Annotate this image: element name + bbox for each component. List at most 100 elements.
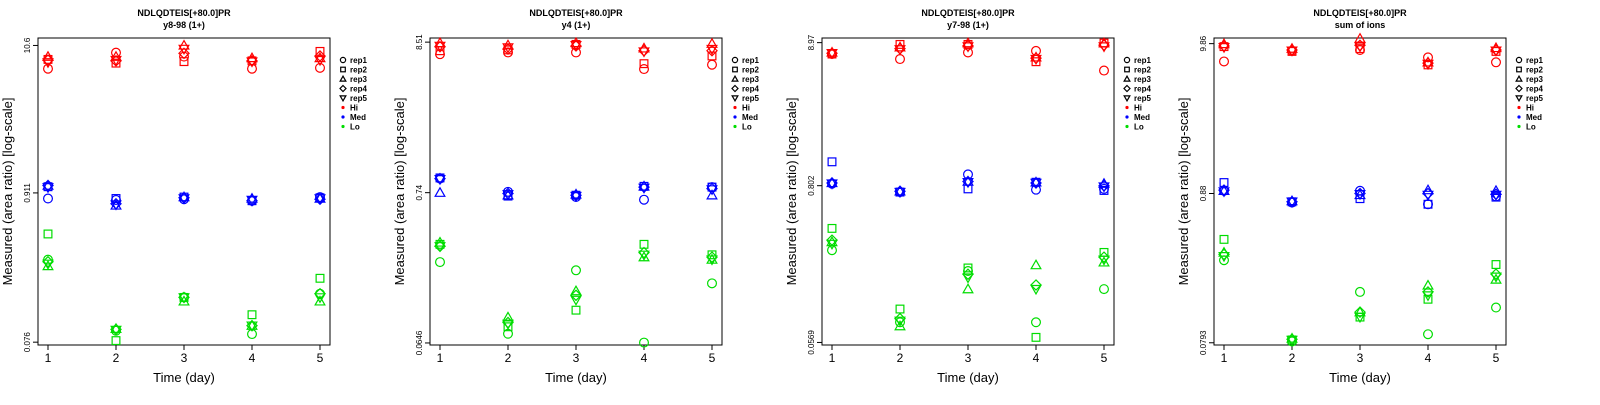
panel-2: NDLQDTEIS[+80.0]PR y4 (1+) 1 2 3 4 5 Time (day)… bbox=[392, 8, 759, 385]
x-tick-label: 4 bbox=[641, 351, 648, 365]
data-point-hi-rep4 bbox=[178, 47, 190, 60]
legend-symbol-rep5 bbox=[731, 95, 739, 103]
data-point-lo-rep2 bbox=[111, 336, 121, 346]
data-point-hi-rep5 bbox=[1098, 42, 1110, 53]
legend-label-hi: Hi bbox=[1134, 104, 1142, 113]
data-point-hi-rep2 bbox=[707, 51, 717, 61]
data-point-med-rep5 bbox=[1286, 197, 1298, 208]
data-point-lo-rep2 bbox=[707, 250, 717, 260]
data-point-lo-rep3 bbox=[1030, 259, 1042, 270]
data-point-lo-rep5 bbox=[1030, 284, 1042, 296]
x-tick-label: 4 bbox=[249, 351, 256, 365]
y-axis-label: Measured (area ratio) [log-scale] bbox=[0, 98, 15, 286]
data-point-hi-rep1 bbox=[1218, 56, 1229, 67]
data-point-lo-rep2 bbox=[571, 305, 581, 315]
legend-label-rep1: rep1 bbox=[1134, 56, 1151, 65]
data-point-lo-rep5 bbox=[178, 293, 190, 304]
y-axis-label: Measured (area ratio) [log-scale] bbox=[392, 98, 407, 286]
data-point-lo-rep2 bbox=[1031, 332, 1041, 342]
y-tick-label: 0.88 bbox=[1199, 185, 1208, 201]
data-point-hi-rep5 bbox=[1354, 42, 1366, 53]
legend-label-rep1: rep1 bbox=[1526, 56, 1543, 65]
x-tick-label: 5 bbox=[1101, 351, 1108, 365]
chart-title: NDLQDTEIS[+80.0]PR bbox=[921, 8, 1015, 18]
legend-label-rep3: rep3 bbox=[350, 75, 367, 84]
legend-label-rep1: rep1 bbox=[350, 56, 367, 65]
data-point-lo-rep5 bbox=[1354, 312, 1366, 324]
y-tick-label: 8.97 bbox=[807, 34, 816, 50]
data-point-hi-rep1 bbox=[179, 51, 190, 62]
y-tick-label: 0.802 bbox=[807, 175, 816, 196]
y-tick-label: 0.0569 bbox=[807, 330, 816, 355]
data-point-med-rep5 bbox=[638, 183, 650, 194]
data-point-hi-rep5 bbox=[1030, 54, 1042, 66]
data-point-med-rep3 bbox=[1030, 176, 1042, 187]
data-point-hi-rep5 bbox=[570, 40, 582, 52]
data-point-lo-rep5 bbox=[1422, 291, 1434, 302]
data-point-med-rep3 bbox=[1286, 194, 1298, 206]
data-point-hi-rep3 bbox=[826, 46, 838, 57]
data-point-lo-rep5 bbox=[314, 293, 326, 304]
data-point-lo-rep3 bbox=[570, 284, 582, 296]
x-tick-label: 3 bbox=[1357, 351, 1364, 365]
data-point-hi-rep5 bbox=[314, 55, 326, 67]
data-point-hi-rep1 bbox=[1099, 65, 1110, 76]
data-point-hi-rep1 bbox=[1491, 57, 1502, 68]
data-point-med-rep5 bbox=[502, 190, 514, 201]
plot-frame bbox=[821, 37, 1115, 346]
legend-dot-lo bbox=[1517, 124, 1521, 129]
data-point-hi-rep5 bbox=[962, 42, 974, 53]
data-point-lo-rep2 bbox=[503, 322, 513, 332]
data-point-lo-rep5 bbox=[42, 259, 54, 270]
legend-symbol-rep4 bbox=[731, 84, 739, 93]
data-point-hi-rep1 bbox=[315, 62, 326, 73]
data-point-med-rep3 bbox=[42, 179, 54, 190]
chart-subtitle: sum of ions bbox=[1335, 20, 1386, 30]
y-tick-label: 8.51 bbox=[415, 34, 424, 50]
legend-dot-lo bbox=[341, 124, 345, 129]
data-point-hi-rep5 bbox=[894, 45, 906, 56]
chart-title: NDLQDTEIS[+80.0]PR bbox=[137, 8, 231, 18]
data-point-lo-rep4 bbox=[314, 287, 326, 300]
x-tick-label: 3 bbox=[573, 351, 580, 365]
legend-label-med: Med bbox=[350, 113, 366, 122]
data-point-hi-rep3 bbox=[502, 39, 514, 50]
legend-dot-lo bbox=[733, 124, 737, 129]
data-point-med-rep3 bbox=[706, 189, 718, 200]
y-tick-label: 0.74 bbox=[415, 184, 424, 200]
data-point-lo-rep3 bbox=[502, 311, 514, 322]
chart-subtitle: y7-98 (1+) bbox=[947, 20, 989, 30]
data-point-hi-rep5 bbox=[502, 43, 514, 54]
legend-symbol-rep2 bbox=[1124, 66, 1130, 73]
legend-label-med: Med bbox=[1526, 113, 1542, 122]
data-point-lo-rep5 bbox=[962, 273, 974, 284]
data-point-lo-rep3 bbox=[962, 283, 974, 294]
legend-label-rep3: rep3 bbox=[1526, 75, 1543, 84]
data-point-hi-rep5 bbox=[178, 44, 190, 56]
data-point-lo-rep2 bbox=[43, 229, 53, 239]
legend-symbol-rep1 bbox=[731, 56, 739, 64]
data-point-med-rep5 bbox=[314, 194, 326, 205]
x-axis-label: Time (day) bbox=[1329, 370, 1391, 385]
data-point-med-rep1 bbox=[639, 194, 650, 205]
data-point-hi-rep5 bbox=[1490, 46, 1502, 57]
data-point-lo-rep4 bbox=[1354, 306, 1366, 319]
legend-symbol-rep2 bbox=[732, 66, 738, 73]
x-tick-label: 5 bbox=[709, 351, 716, 365]
data-point-med-rep1 bbox=[1423, 199, 1434, 210]
legend-symbol-rep3 bbox=[1515, 74, 1523, 82]
data-point-hi-rep2 bbox=[1031, 57, 1041, 67]
legend-label-med: Med bbox=[742, 113, 758, 122]
legend-label-hi: Hi bbox=[742, 104, 750, 113]
legend-symbol-rep4 bbox=[1123, 84, 1131, 93]
data-point-hi-rep5 bbox=[42, 58, 54, 69]
data-point-med-rep5 bbox=[962, 178, 974, 189]
data-point-lo-rep5 bbox=[638, 250, 650, 261]
data-point-lo-rep1 bbox=[707, 278, 718, 289]
data-point-hi-rep4 bbox=[314, 50, 326, 62]
data-point-lo-rep3 bbox=[1098, 256, 1110, 267]
data-point-med-rep3 bbox=[1490, 184, 1502, 195]
x-axis-label: Time (day) bbox=[545, 370, 607, 385]
data-point-hi-rep2 bbox=[315, 46, 325, 56]
legend-symbol-rep2 bbox=[1516, 66, 1522, 73]
